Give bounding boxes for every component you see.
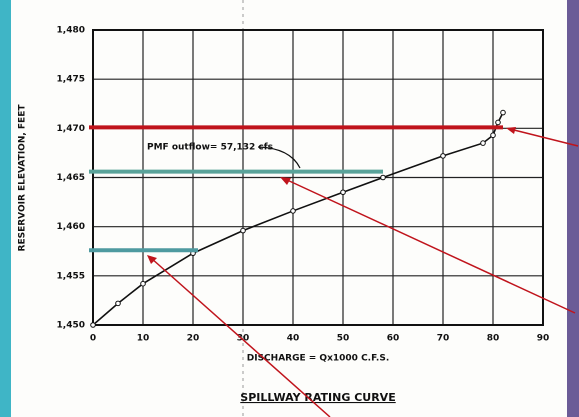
x-tick-label: 10 [137, 334, 150, 344]
y-tick-label: 1,460 [57, 222, 85, 232]
y-tick-label: 1,465 [57, 173, 85, 183]
point [116, 301, 121, 306]
x-tick-label: 40 [287, 334, 300, 344]
x-tick-label: 50 [337, 334, 350, 344]
point [381, 175, 386, 180]
left-strip [0, 0, 11, 417]
annotation: PMF outflow= 57,132 cfs [147, 143, 273, 153]
x-tick-label: 20 [187, 334, 200, 344]
point [491, 133, 496, 138]
point [501, 110, 506, 115]
point [441, 154, 446, 159]
point [141, 281, 146, 286]
y-tick-label: 1,475 [57, 75, 85, 85]
x-tick-label: 80 [487, 334, 500, 344]
x-tick-label: 70 [437, 334, 450, 344]
chart: RESERVOIR ELEVATION, FEET DISCHARGE = Qx… [0, 0, 579, 417]
chart-title: SPILLWAY RATING CURVE [240, 391, 395, 404]
y-tick-label: 1,450 [57, 321, 85, 331]
point [291, 209, 296, 214]
point [341, 190, 346, 195]
point [496, 120, 501, 125]
point [91, 323, 96, 328]
x-tick-label: 60 [387, 334, 400, 344]
x-tick-label: 0 [90, 334, 96, 344]
y-tick-label: 1,455 [57, 271, 85, 281]
point [481, 141, 486, 146]
x-tick-label: 90 [537, 334, 550, 344]
point [241, 228, 246, 233]
y-tick-label: 1,470 [57, 124, 85, 134]
y-tick-label: 1,480 [57, 26, 85, 36]
y-axis-label: RESERVOIR ELEVATION, FEET [18, 104, 28, 252]
page: {"chart_data": {"type": "line", "title":… [0, 0, 579, 417]
